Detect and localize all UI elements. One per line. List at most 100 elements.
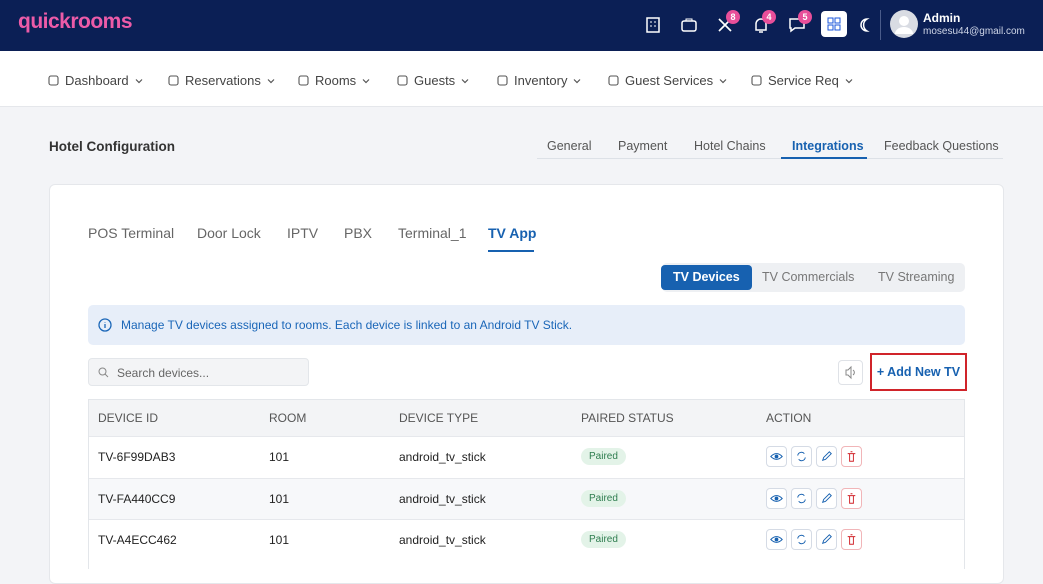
action-icon: [797, 451, 806, 462]
badge: 4: [762, 10, 776, 24]
page-tab[interactable]: Hotel Chains: [694, 139, 766, 153]
integration-tab[interactable]: Terminal_1: [398, 225, 467, 241]
table-cell: TV-6F99DAB3: [98, 450, 176, 464]
caret: [461, 78, 469, 83]
nav-label: Rooms: [315, 73, 357, 88]
nav-icon: [608, 75, 619, 86]
integration-tab[interactable]: POS Terminal: [88, 225, 175, 241]
user-name: Admin: [923, 11, 961, 25]
badge: 5: [798, 10, 812, 24]
sync-button[interactable]: [791, 487, 812, 509]
page-tab[interactable]: Payment: [618, 139, 668, 153]
page-tab[interactable]: Feedback Questions: [884, 139, 999, 153]
tab-line: [537, 158, 1003, 159]
caret: [362, 78, 370, 83]
column-header: DEVICE TYPE: [399, 411, 479, 425]
nav-label: Service Req: [768, 73, 839, 88]
caret: [719, 78, 727, 83]
integration-tab[interactable]: Door Lock: [197, 225, 261, 241]
sync-button[interactable]: [791, 446, 812, 467]
column-header: PAIRED STATUS: [581, 411, 674, 425]
subtab[interactable]: TV Devices: [661, 265, 752, 290]
table-cell: android_tv_stick: [399, 533, 486, 547]
table-cell: 101: [269, 450, 290, 464]
page-tab[interactable]: Integrations: [792, 139, 864, 153]
divider: [880, 10, 881, 40]
edit-button[interactable]: [816, 446, 837, 467]
action-icon: [797, 493, 806, 503]
caret: [267, 78, 275, 83]
nav-icon: [751, 75, 762, 86]
nav-item[interactable]: Reservations: [167, 73, 276, 88]
bell-icon[interactable]: [749, 13, 773, 37]
info-icon: [98, 318, 112, 332]
top-bar: quickrooms 8 4 5 Admin mosesu44@gmail.co…: [0, 0, 1043, 51]
info-text: Manage TV devices assigned to rooms. Eac…: [121, 318, 573, 332]
nav-item[interactable]: Guest Services: [607, 73, 728, 88]
active-tab-underline: [781, 157, 867, 159]
subtab[interactable]: TV Streaming: [878, 270, 955, 284]
edit-button[interactable]: [816, 487, 837, 509]
hotel-icon[interactable]: [641, 13, 665, 37]
nav-label: Inventory: [514, 73, 568, 88]
nav-icon: [497, 75, 508, 86]
caret: [845, 78, 853, 83]
action-icon: [847, 451, 856, 462]
view-button[interactable]: [766, 446, 787, 467]
nav-icon: [168, 75, 179, 86]
nav-label: Reservations: [185, 73, 261, 88]
view-button[interactable]: [766, 529, 787, 550]
action-icon: [770, 453, 783, 460]
apps-icon[interactable]: [821, 11, 847, 37]
nav-label: Guests: [414, 73, 456, 88]
theme-icon[interactable]: [852, 13, 876, 37]
badge: 8: [726, 10, 740, 24]
edit-button[interactable]: [816, 529, 837, 550]
integration-tab[interactable]: TV App: [488, 225, 537, 241]
nav-bar: Dashboard Reservations Rooms Guests Inventor…: [0, 51, 1043, 107]
view-button[interactable]: [766, 487, 787, 509]
column-header: ROOM: [269, 411, 307, 425]
action-icon: [821, 451, 832, 462]
nav-item[interactable]: Rooms: [297, 73, 371, 88]
sync-button[interactable]: [791, 529, 812, 550]
sound-icon: [845, 365, 855, 380]
search-box[interactable]: Search devices...: [88, 358, 309, 386]
sound-button[interactable]: [838, 360, 863, 385]
bag-icon[interactable]: [677, 13, 701, 37]
column-header: ACTION: [766, 411, 812, 425]
caret: [135, 78, 143, 83]
table-cell: TV-FA440CC9: [98, 491, 176, 506]
caret: [574, 78, 581, 83]
status-pill: Paired: [581, 531, 626, 548]
table-header: [89, 400, 964, 436]
nav-icon: [397, 75, 408, 86]
table-cell: 101: [269, 533, 290, 547]
delete-button[interactable]: [841, 487, 862, 509]
action-icon: [847, 492, 856, 504]
page-title: Hotel Configuration: [49, 139, 175, 154]
nav-item[interactable]: Guests: [396, 73, 470, 88]
search-placeholder: Search devices...: [117, 366, 210, 380]
table: [88, 399, 965, 569]
page-tab[interactable]: General: [547, 139, 592, 153]
action-icon: [821, 534, 832, 545]
delete-button[interactable]: [841, 446, 862, 467]
table-cell: android_tv_stick: [399, 491, 486, 506]
status-pill: Paired: [581, 489, 626, 507]
nav-item[interactable]: Service Req: [750, 73, 854, 88]
info-box: Manage TV devices assigned to rooms. Eac…: [88, 305, 965, 345]
action-icon: [847, 534, 856, 545]
table-cell: android_tv_stick: [399, 450, 486, 464]
nav-icon: [298, 75, 309, 86]
integration-tab[interactable]: IPTV: [287, 225, 319, 241]
brand[interactable]: quickrooms: [18, 10, 133, 33]
add-tv-button[interactable]: + Add New TV: [870, 353, 967, 391]
avatar[interactable]: [890, 10, 918, 38]
integration-tab[interactable]: PBX: [344, 225, 373, 241]
delete-button[interactable]: [841, 529, 862, 550]
nav-item[interactable]: Dashboard: [47, 73, 144, 88]
subtab[interactable]: TV Commercials: [762, 270, 855, 284]
nav-item[interactable]: Inventory: [496, 73, 582, 88]
